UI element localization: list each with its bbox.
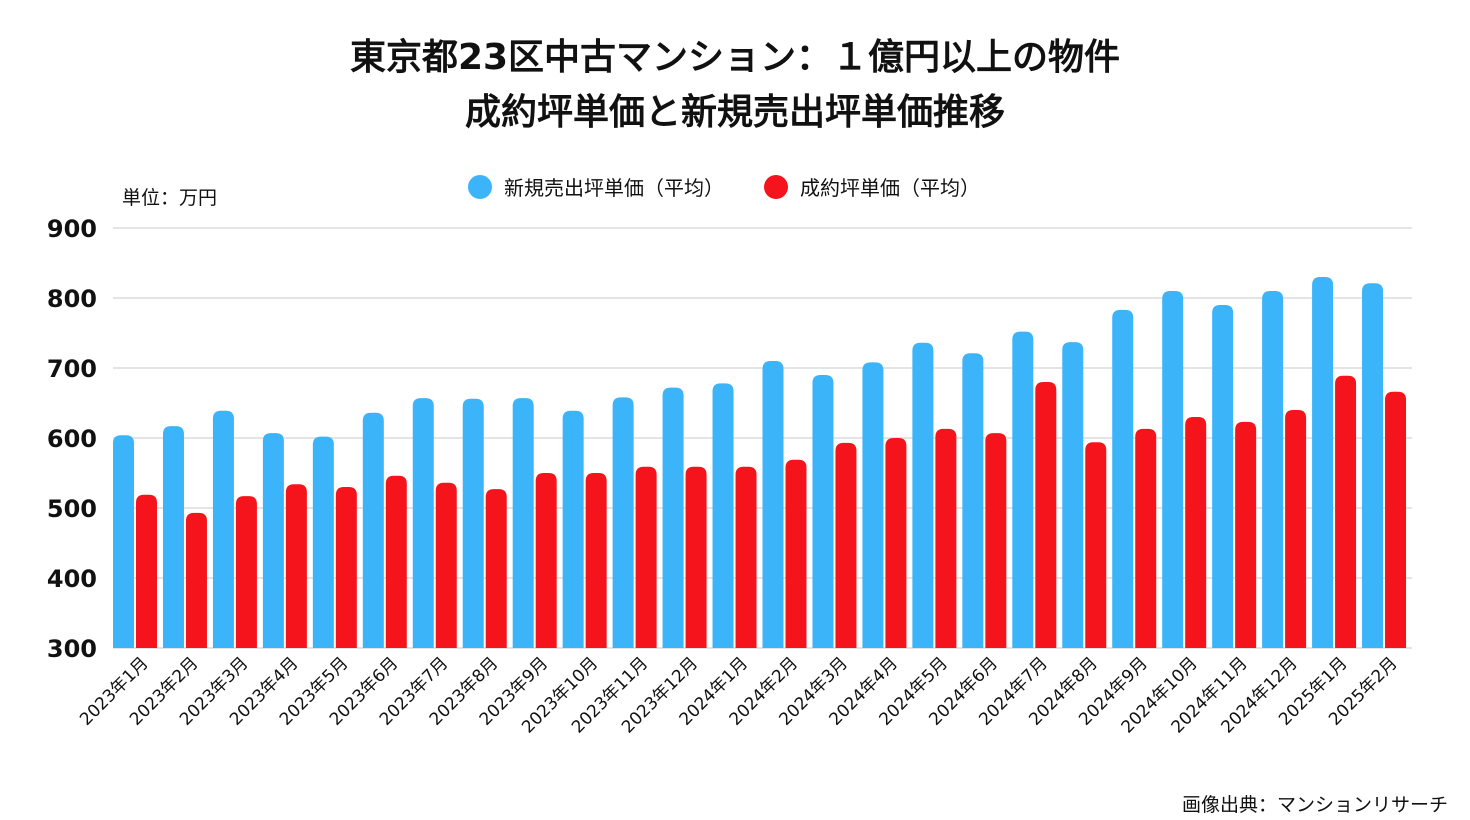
- bars: [113, 277, 1407, 648]
- bar-new-listing-price: [1362, 283, 1384, 648]
- bar-contract-price: [885, 438, 907, 648]
- bar-contract-price: [1185, 417, 1207, 648]
- bar-contract-price: [835, 442, 857, 648]
- y-tick-label: 500: [47, 495, 97, 523]
- bar-new-listing-price: [1112, 309, 1134, 648]
- bar-contract-price: [1135, 428, 1157, 648]
- bar-contract-price: [485, 489, 507, 648]
- bar-contract-price: [235, 496, 257, 648]
- y-tick-label: 800: [47, 285, 97, 313]
- bar-new-listing-price: [762, 361, 784, 648]
- bar-new-listing-price: [412, 398, 434, 648]
- bar-contract-price: [1285, 410, 1307, 648]
- legend-item-contract: 成約坪単価（平均）: [764, 172, 980, 201]
- bar-new-listing-price: [362, 412, 384, 648]
- legend-item-new-listing: 新規売出坪単価（平均）: [468, 172, 724, 201]
- bar-new-listing-price: [162, 426, 184, 648]
- bar-new-listing-price: [712, 383, 734, 648]
- y-tick-label: 900: [47, 215, 97, 243]
- source-credit: 画像出典：マンションリサーチ: [1181, 794, 1448, 816]
- unit-label: 単位：万円: [122, 187, 218, 209]
- bar-new-listing-price: [512, 398, 534, 648]
- legend: 新規売出坪単価（平均） 成約坪単価（平均）: [468, 172, 1020, 201]
- bar-new-listing-price: [1162, 291, 1184, 648]
- y-tick-label: 400: [47, 565, 97, 593]
- bar-new-listing-price: [662, 387, 684, 648]
- bar-new-listing-price: [562, 410, 584, 648]
- y-tick-label: 600: [47, 425, 97, 453]
- bar-contract-price: [1035, 382, 1057, 648]
- bar-contract-price: [435, 482, 457, 648]
- bar-contract-price: [136, 494, 157, 648]
- bar-contract-price: [985, 433, 1007, 648]
- chart-title: 東京都23区中古マンション：１億円以上の物件: [349, 37, 1121, 78]
- bar-new-listing-price: [462, 398, 484, 648]
- bar-contract-price: [1335, 375, 1357, 648]
- bar-new-listing-price: [262, 433, 284, 648]
- bar-new-listing-price: [862, 362, 884, 648]
- bar-contract-price: [385, 475, 407, 648]
- bar-contract-price: [1235, 421, 1257, 648]
- bar-new-listing-price: [312, 436, 334, 648]
- bar-new-listing-price: [1212, 305, 1234, 648]
- bar-contract-price: [685, 466, 707, 648]
- bar-contract-price: [535, 473, 557, 648]
- bar-new-listing-price: [1012, 331, 1034, 648]
- y-tick-label: 700: [47, 355, 97, 383]
- bar-contract-price: [285, 484, 307, 648]
- chart-subtitle: 成約坪単価と新規売出坪単価推移: [464, 92, 1005, 133]
- bar-contract-price: [735, 466, 757, 648]
- bar-contract-price: [935, 428, 957, 648]
- legend-swatch-new-listing: [468, 174, 492, 199]
- bar-new-listing-price: [212, 410, 234, 648]
- legend-label-new-listing: 新規売出坪単価（平均）: [504, 176, 724, 200]
- legend-swatch-contract: [764, 174, 788, 199]
- bar-new-listing-price: [962, 353, 984, 648]
- y-tick-label: 300: [47, 635, 97, 663]
- bar-new-listing-price: [912, 342, 934, 648]
- bar-contract-price: [1085, 442, 1107, 648]
- y-axis-ticks: 300 400 500 600 700 800 900: [47, 215, 97, 663]
- x-axis-ticks: 2023年1月2023年2月2023年3月2023年4月2023年5月2023年…: [76, 653, 1401, 737]
- bar-new-listing-price: [1262, 291, 1284, 648]
- bar-contract-price: [585, 473, 607, 648]
- bar-contract-price: [785, 459, 807, 648]
- bar-contract-price: [635, 466, 657, 648]
- bar-new-listing-price: [612, 397, 634, 648]
- bar-contract-price: [185, 512, 207, 648]
- bar-contract-price: [1385, 391, 1407, 648]
- bar-new-listing-price: [113, 435, 134, 648]
- bar-new-listing-price: [812, 375, 834, 648]
- bar-new-listing-price: [1312, 277, 1334, 648]
- legend-label-contract: 成約坪単価（平均）: [800, 176, 980, 200]
- bar-contract-price: [335, 487, 357, 648]
- bar-new-listing-price: [1062, 342, 1084, 648]
